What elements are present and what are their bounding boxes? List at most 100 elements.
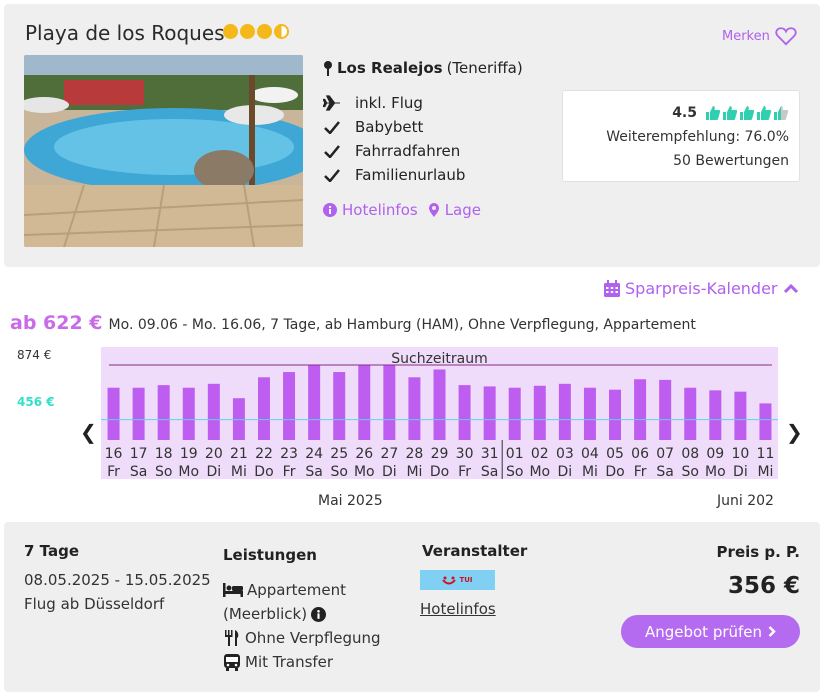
price-bar[interactable]: [433, 369, 446, 440]
day-number-label: 25: [330, 446, 348, 462]
leistungen-title: Leistungen: [223, 546, 317, 564]
merken-button[interactable]: Merken: [722, 26, 797, 46]
bus-icon: [224, 653, 240, 671]
day-number-label: 28: [406, 446, 424, 462]
period-label: Suchzeitraum: [391, 351, 488, 367]
price-bar[interactable]: [132, 387, 145, 440]
map-pin-icon: [428, 203, 439, 217]
hotelinfos-link[interactable]: Hotelinfos: [323, 201, 418, 219]
rating-score: 4.5: [672, 105, 697, 121]
info-icon[interactable]: [311, 606, 327, 622]
thumbs-rating: [705, 105, 789, 121]
price-bar[interactable]: [207, 383, 220, 440]
price-bar[interactable]: [558, 383, 571, 440]
weekday-label: Fr: [283, 464, 296, 479]
feature-list: inkl. Flug Babybett Fahrradfahren Famili…: [323, 91, 465, 187]
price-bar[interactable]: [533, 385, 546, 440]
pin-icon: [324, 61, 332, 76]
hotel-links: Hotelinfos Lage: [323, 201, 481, 219]
price-bar[interactable]: [483, 386, 496, 440]
day-number-label: 24: [305, 446, 323, 462]
pool-image: [24, 55, 303, 247]
price-bar[interactable]: [508, 387, 521, 440]
room-line1: Appartement: [247, 581, 347, 599]
button-label: Angebot prüfen: [644, 622, 763, 641]
price-bar[interactable]: [333, 372, 346, 440]
price-bar[interactable]: [659, 379, 672, 440]
hotel-name[interactable]: Playa de los Roques: [25, 21, 225, 45]
lage-link[interactable]: Lage: [428, 201, 481, 219]
thumb-up-icon: [740, 106, 755, 120]
price-bar[interactable]: [709, 390, 722, 440]
rating-row: 4.5: [563, 101, 789, 125]
room-view: (Meerblick): [223, 602, 381, 626]
day-number-label: 08: [681, 446, 699, 462]
room-type: Appartement: [223, 578, 381, 602]
price-calendar-chart: 874 € 456 € Suchzeitraum 16 Fr 17 Sa 18 So 19 Mo…: [0, 340, 824, 520]
offer-hotelinfos-link[interactable]: Hotelinfos: [420, 600, 496, 618]
weekday-label: Sa: [656, 464, 673, 479]
price-bar[interactable]: [408, 377, 421, 440]
price-bar[interactable]: [458, 385, 471, 440]
price-bar[interactable]: [107, 387, 120, 440]
next-arrow-icon[interactable]: ❯: [786, 420, 803, 444]
weekday-label: Mi: [582, 464, 598, 479]
sun-icon: [257, 24, 272, 39]
weekday-label: Fr: [458, 464, 471, 479]
travel-dates: 08.05.2025 - 15.05.2025: [24, 571, 211, 589]
days-title: 7 Tage: [24, 542, 79, 560]
prev-arrow-icon[interactable]: ❮: [80, 420, 97, 444]
location-region: (Teneriffa): [446, 59, 523, 77]
transfer-label: Mit Transfer: [245, 653, 334, 671]
heart-icon: [775, 27, 797, 46]
angebot-pruefen-button[interactable]: Angebot prüfen: [621, 615, 800, 648]
price-bar[interactable]: [759, 403, 772, 440]
price-bar[interactable]: [157, 385, 170, 440]
sparpreis-calendar-toggle[interactable]: Sparpreis-Kalender: [604, 279, 799, 298]
weekday-label: Mo: [178, 464, 199, 479]
day-number-label: 09: [706, 446, 724, 462]
day-number-label: 20: [205, 446, 223, 462]
check-icon: [323, 168, 341, 182]
feature-babybett: Babybett: [323, 115, 465, 139]
day-number-label: 05: [606, 446, 624, 462]
board-label: Ohne Verpflegung: [245, 629, 381, 647]
price-bar[interactable]: [734, 391, 747, 440]
day-number-label: 02: [531, 446, 549, 462]
day-number-label: 17: [130, 446, 148, 462]
price-bar[interactable]: [182, 387, 195, 440]
day-number-label: 27: [380, 446, 398, 462]
price-bar[interactable]: [684, 387, 697, 440]
offer-card: 7 Tage 08.05.2025 - 15.05.2025 Flug ab D…: [4, 522, 820, 692]
hotel-image[interactable]: [24, 55, 303, 247]
weekday-label: Di: [382, 464, 397, 479]
weekday-label: Mo: [354, 464, 375, 479]
price-bar[interactable]: [583, 387, 596, 440]
day-number-label: 19: [180, 446, 198, 462]
price-bar[interactable]: [257, 377, 270, 440]
weekday-label: Di: [733, 464, 748, 479]
price-from[interactable]: ab 622 €: [10, 312, 103, 334]
offer-price: 356 €: [727, 573, 800, 599]
price-bar[interactable]: [609, 389, 622, 440]
chevron-up-icon: [783, 283, 798, 294]
half-sun-icon: [274, 24, 289, 39]
weekday-label: So: [155, 464, 172, 479]
location-city: Los Realejos: [337, 59, 443, 77]
price-bar[interactable]: [358, 365, 371, 440]
price-bar[interactable]: [283, 372, 296, 440]
price-bar[interactable]: [232, 398, 245, 440]
rating-box[interactable]: 4.5 Weiterempfehlung: 76.0% 50 Bewertung…: [562, 90, 800, 182]
price-bar[interactable]: [634, 379, 647, 440]
hotel-card: Playa de los Roques Merken Los Realejo: [4, 4, 820, 267]
thumb-up-icon: [706, 106, 721, 120]
tui-logo: TUI: [420, 570, 495, 590]
price-bar[interactable]: [308, 365, 321, 440]
location: Los Realejos (Teneriffa): [323, 59, 523, 77]
price-bar[interactable]: [383, 365, 396, 440]
feature-flight: inkl. Flug: [323, 91, 465, 115]
price-description: Mo. 09.06 - Mo. 16.06, 7 Tage, ab Hambur…: [108, 317, 696, 333]
month-label-june: Juni 202: [717, 493, 774, 509]
day-number-label: 06: [631, 446, 649, 462]
board-type: Ohne Verpflegung: [223, 626, 381, 650]
